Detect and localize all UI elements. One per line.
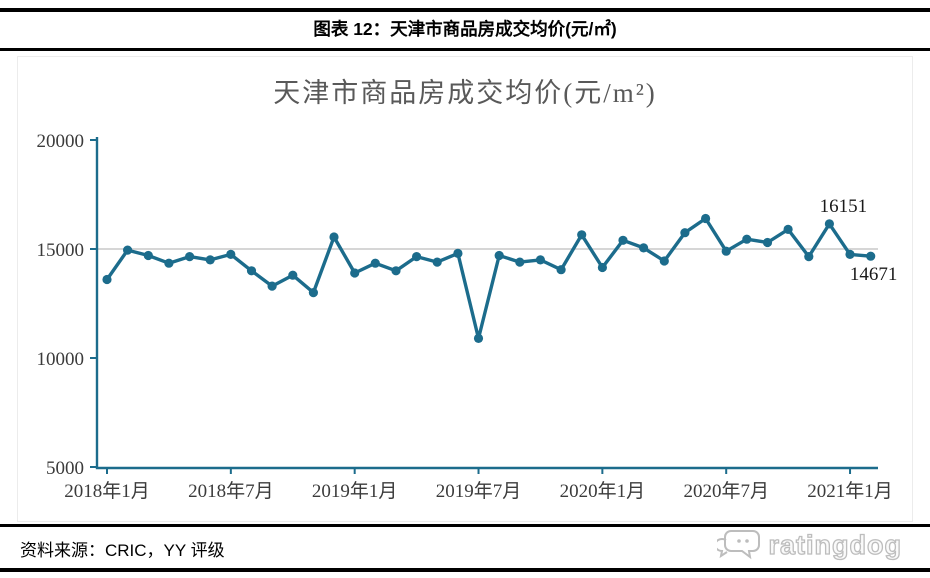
x-tick-label: 2020年7月 [683, 480, 769, 502]
data-point [597, 262, 608, 273]
data-point [123, 245, 133, 255]
data-point [680, 228, 690, 238]
data-point [143, 250, 153, 261]
data-point [556, 265, 566, 275]
y-tick-label: 5000 [46, 458, 84, 479]
data-point [639, 243, 649, 253]
source-text: 资料来源：CRIC，YY 评级 [20, 541, 225, 560]
x-tick-label: 2019年1月 [312, 480, 398, 502]
x-tick-label: 2021年1月 [807, 480, 893, 502]
top-rule [0, 8, 930, 12]
data-label: 14671 [850, 264, 898, 285]
data-point [845, 249, 855, 259]
report-title: 图表 12：天津市商品房成交均价(元/㎡) [313, 19, 617, 39]
data-point [804, 252, 814, 262]
data-label: 16151 [820, 196, 868, 217]
data-point [350, 268, 360, 278]
brand-text: ratingdog [768, 529, 902, 560]
bottom-rule [0, 568, 930, 572]
data-point [391, 266, 401, 276]
data-point [267, 281, 277, 291]
data-point [370, 258, 380, 268]
y-tick-label: 20000 [37, 131, 85, 152]
data-point [701, 213, 711, 224]
x-tick-label: 2018年1月 [64, 480, 150, 502]
data-point [308, 288, 318, 298]
data-point [535, 255, 546, 265]
data-point [102, 274, 112, 285]
data-point [226, 249, 236, 259]
data-point [412, 252, 422, 262]
data-point [164, 258, 174, 268]
data-point [866, 251, 876, 261]
x-tick-label: 2020年1月 [560, 480, 646, 502]
data-point [742, 234, 752, 244]
header-bottom-rule [0, 48, 930, 51]
data-point [288, 270, 298, 280]
data-point [618, 235, 628, 245]
chart-frame: 天津市商品房成交均价(元/m²) 5000 10000 15000 20000 2018… [17, 56, 913, 522]
chart-title: 天津市商品房成交均价(元/m²) [273, 78, 657, 108]
plot-svg: 5000 10000 15000 20000 2018年1月 2018年7月 2019年1月… [37, 131, 898, 502]
data-point [205, 255, 215, 265]
data-point [659, 256, 669, 266]
data-point [473, 333, 484, 343]
data-point [432, 257, 442, 267]
data-point [824, 219, 835, 229]
data-point [762, 237, 773, 248]
y-tick-label: 10000 [37, 349, 85, 370]
data-point [783, 224, 793, 234]
data-point [577, 230, 587, 240]
data-point [515, 257, 525, 267]
y-tick-label: 15000 [37, 240, 85, 261]
data-point [185, 252, 195, 262]
data-point [494, 250, 504, 261]
data-point [721, 246, 731, 256]
x-tick-label: 2019年7月 [436, 480, 522, 502]
chat-bubbles-icon [716, 530, 760, 560]
series-line [105, 216, 871, 341]
x-tick-label: 2018年7月 [188, 480, 274, 502]
data-point [329, 232, 339, 242]
footer-top-rule [0, 524, 930, 527]
data-point [246, 266, 257, 276]
brand-logo: ratingdog [716, 528, 902, 562]
data-point [453, 248, 463, 258]
